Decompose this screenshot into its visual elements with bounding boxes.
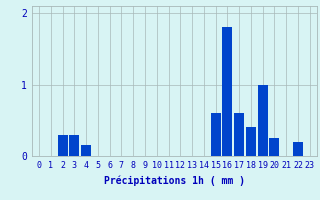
Bar [258, 85, 268, 156]
Bar [234, 113, 244, 156]
Bar [293, 142, 303, 156]
Bar [58, 135, 68, 156]
X-axis label: Précipitations 1h ( mm ): Précipitations 1h ( mm ) [104, 175, 245, 186]
Bar [269, 138, 279, 156]
Bar [69, 135, 79, 156]
Bar [81, 145, 91, 156]
Bar [222, 27, 232, 156]
Bar [211, 113, 220, 156]
Bar [246, 127, 256, 156]
